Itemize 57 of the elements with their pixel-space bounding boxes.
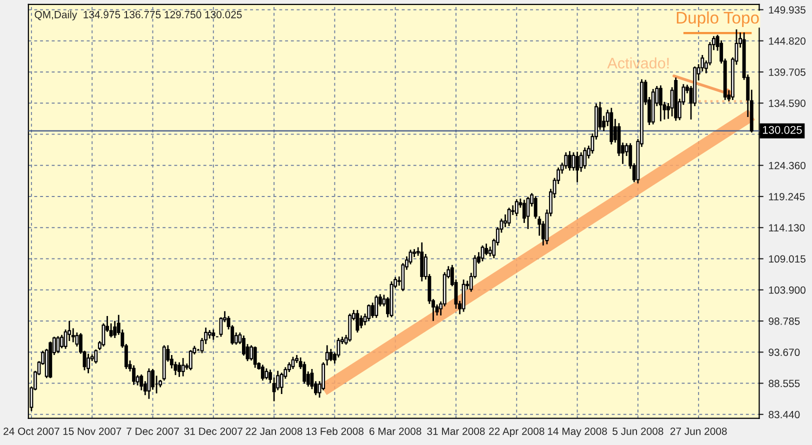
candlestick	[374, 294, 378, 319]
series-label: Duplo Topo	[676, 11, 759, 27]
candlestick	[181, 357, 185, 377]
candlestick	[132, 364, 136, 386]
candlestick	[264, 368, 268, 380]
y-tick-label: 88.555	[768, 380, 800, 388]
ref-line-label: 130.025	[762, 126, 802, 134]
candlestick	[60, 334, 64, 350]
candlestick	[359, 314, 363, 329]
x-tick-label: 14 May 2008	[548, 428, 607, 438]
candlestick	[480, 244, 484, 262]
candlestick	[568, 150, 572, 172]
candlestick	[86, 353, 90, 374]
y-tick-label: 114.130	[769, 224, 805, 232]
candlestick	[658, 84, 662, 122]
y-tick-label: 134.590	[769, 100, 806, 107]
candlestick	[507, 207, 511, 227]
text: QM,Daily 134.975 136.775 129.750 130.025	[34, 10, 242, 20]
y-tick-label: 83.440	[768, 410, 800, 418]
candlestick	[178, 362, 182, 378]
x-tick-label: 15 Nov 2007	[63, 428, 122, 435]
candlestick	[147, 368, 151, 400]
x-tick-label: 7 Dec 2007	[126, 428, 179, 435]
candlestick	[188, 349, 192, 371]
candlestick	[260, 364, 264, 382]
candlestick	[576, 151, 580, 183]
candlestick	[356, 309, 360, 334]
x-tick-label: 31 Mar 2008	[427, 428, 485, 435]
candlestick	[564, 152, 568, 170]
y-tick-label: 119.245	[769, 192, 805, 200]
candlestick	[514, 198, 518, 217]
candlestick	[583, 146, 587, 170]
y-tick-label: 109.015	[769, 255, 806, 263]
y-tick-label: 149.935	[769, 6, 806, 14]
x-tick-label: 31 Dec 2007	[184, 428, 242, 435]
candlestick	[140, 374, 144, 391]
candlestick	[367, 304, 371, 322]
candlestick	[94, 348, 98, 364]
x-tick-label: 27 Jun 2008	[670, 428, 727, 435]
candlestick	[212, 328, 216, 340]
y-tick-label: 93.670	[768, 348, 800, 356]
y-tick-label: 124.360	[769, 162, 806, 170]
x-tick-label: 6 Mar 2008	[370, 428, 422, 435]
candlestick	[484, 242, 488, 256]
x-tick-label: 22 Apr 2008	[489, 428, 544, 438]
y-tick-label: 144.820	[769, 37, 806, 45]
candlestick	[302, 361, 306, 384]
candlestick	[329, 348, 333, 362]
annotation: Activado!	[607, 57, 669, 69]
x-tick-label: 24 Oct 2007	[4, 428, 60, 435]
candlestick	[253, 346, 257, 368]
x-tick-label: 5 Jun 2008	[612, 428, 664, 435]
x-tick-label: 22 Jan 2008	[246, 428, 302, 435]
y-tick-label: 103.900	[769, 286, 806, 294]
y-tick-label: 98.785	[768, 318, 800, 325]
y-tick-label: 139.705	[769, 68, 806, 76]
x-tick-label: 13 Feb 2008	[306, 427, 364, 435]
